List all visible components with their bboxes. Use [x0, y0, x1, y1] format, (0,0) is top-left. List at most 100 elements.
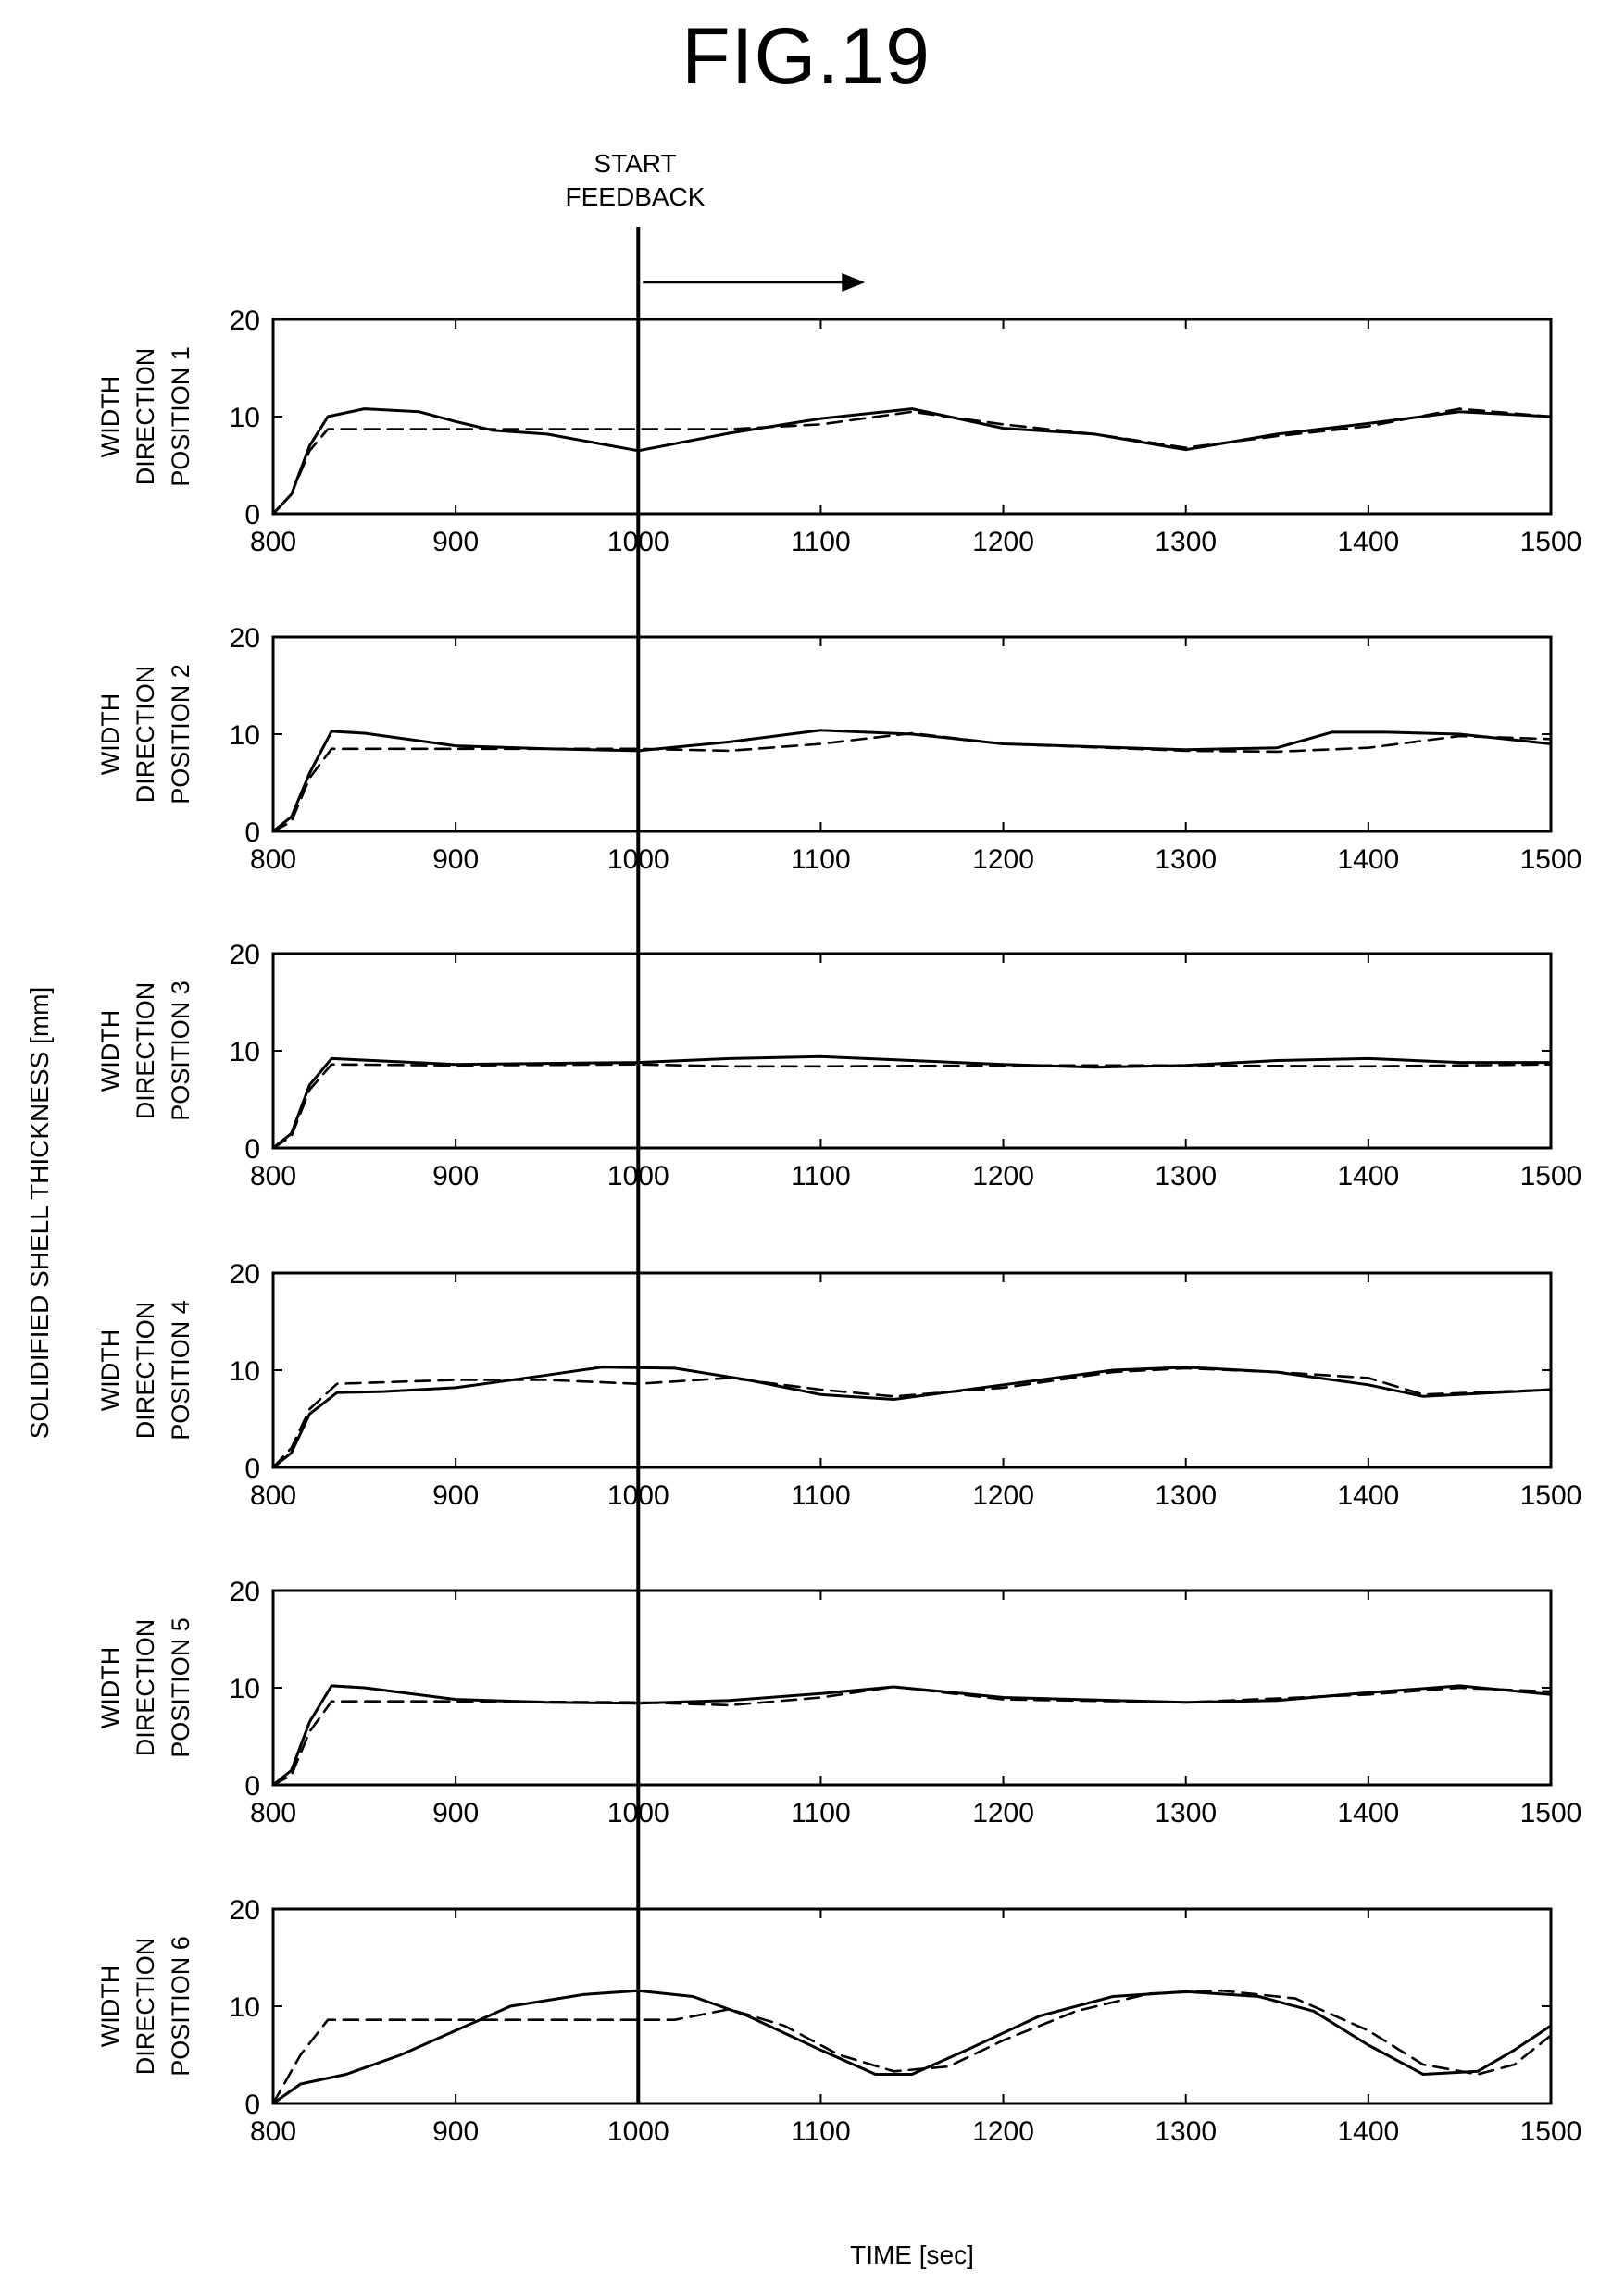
- x-tick-label: 900: [432, 2116, 479, 2147]
- figure-title: FIG.19: [681, 12, 931, 101]
- series-solid-line: [271, 1684, 1553, 1787]
- series-solid-line: [271, 729, 1553, 833]
- x-tick-label: 1400: [1337, 527, 1399, 557]
- y-tick-label: 20: [230, 1577, 260, 1607]
- plot-frame: [271, 1271, 1553, 1469]
- x-tick-label: 1000: [607, 2116, 669, 2147]
- x-tick-label: 1300: [1155, 527, 1217, 557]
- series-solid-line: [271, 1989, 1553, 2105]
- global-x-axis-label: TIME [sec]: [850, 2240, 974, 2269]
- y-tick-label: 10: [230, 720, 260, 751]
- y-tick-label: 10: [230, 1037, 260, 1067]
- x-tick-label: 800: [250, 844, 296, 875]
- panel-ylabel-line: WIDTH: [96, 376, 124, 457]
- x-tick-label: 1300: [1155, 844, 1217, 875]
- panel-ylabel-line: DIRECTION: [131, 1938, 159, 2076]
- x-tick-label: 800: [250, 1480, 296, 1511]
- panel-6: 800 900 1000 1100 1200 1300 1400 1500 0 10 20 WIDTH…: [96, 1895, 1581, 2147]
- x-tick-label: 900: [432, 1161, 479, 1192]
- series-solid-line: [271, 407, 1553, 516]
- y-tick-label: 0: [244, 1134, 260, 1165]
- panel-1: 800 900 1000 1100 1200 1300 1400 150001020WIDTH…: [96, 306, 1581, 557]
- panel-ylabel-line: WIDTH: [96, 693, 124, 775]
- x-tick-label: 800: [250, 1798, 296, 1828]
- x-tick-label: 1200: [972, 1798, 1034, 1828]
- y-tick-label: 20: [230, 623, 260, 654]
- panel-ylabel-line: WIDTH: [96, 1647, 124, 1728]
- x-tick-label: 1200: [972, 844, 1034, 875]
- x-tick-label: 1500: [1520, 2116, 1582, 2147]
- y-tick-label: 10: [230, 1356, 260, 1387]
- x-tick-label: 1300: [1155, 2116, 1217, 2147]
- y-tick-label: 20: [230, 940, 260, 970]
- panel-ylabel-line: DIRECTION: [131, 348, 159, 486]
- panel-ylabel-line: DIRECTION: [131, 666, 159, 804]
- panel-ylabel-line: POSITION 3: [167, 980, 194, 1121]
- x-tick-label: 1500: [1520, 1798, 1582, 1828]
- x-tick-label: 1400: [1337, 1161, 1399, 1192]
- x-tick-label: 1200: [972, 1480, 1034, 1511]
- annotation-feedback-label: FEEDBACK: [566, 182, 706, 211]
- x-tick-label: 1300: [1155, 1480, 1217, 1511]
- x-tick-label: 1500: [1520, 844, 1582, 875]
- panel-ylabel-line: POSITION 1: [167, 346, 194, 487]
- panel-ylabel-line: WIDTH: [96, 1329, 124, 1411]
- y-tick-label: 0: [244, 500, 260, 530]
- y-tick-label: 20: [230, 306, 260, 336]
- feedback-arrow: [643, 273, 866, 292]
- series-dashed-line: [271, 407, 1553, 516]
- x-tick-label: 1100: [791, 527, 851, 557]
- series-dashed-line: [271, 1063, 1553, 1150]
- plot-frame: [271, 952, 1553, 1150]
- y-tick-label: 10: [230, 1992, 260, 2023]
- series-solid-line: [271, 1366, 1553, 1469]
- y-tick-label: 20: [230, 1895, 260, 1926]
- x-tick-label: 1500: [1520, 1161, 1582, 1192]
- x-tick-label: 1300: [1155, 1798, 1217, 1828]
- plot-frame: [271, 318, 1553, 516]
- panel-ylabel-line: DIRECTION: [131, 982, 159, 1120]
- panel-ylabel-line: POSITION 6: [167, 1936, 194, 2077]
- y-tick-label: 20: [230, 1259, 260, 1290]
- x-tick-label: 900: [432, 527, 479, 557]
- x-tick-label: 1400: [1337, 844, 1399, 875]
- x-tick-label: 1100: [791, 1480, 851, 1511]
- panel-5: 800 900 1000 1100 1200 1300 1400 150001020WIDTH…: [96, 1577, 1581, 1828]
- x-tick-label: 800: [250, 2116, 296, 2147]
- x-tick-label: 1100: [791, 1161, 851, 1192]
- x-tick-label: 900: [432, 1480, 479, 1511]
- arrow-head: [842, 273, 866, 292]
- x-tick-label: 1100: [791, 2116, 851, 2147]
- panel-ylabel-line: DIRECTION: [131, 1302, 159, 1440]
- x-tick-label: 1400: [1337, 1798, 1399, 1828]
- x-tick-label: 800: [250, 527, 296, 557]
- series-dashed-line: [271, 1366, 1553, 1469]
- annotation-start-label: START: [594, 149, 676, 178]
- x-tick-label: 1200: [972, 1161, 1034, 1192]
- panel-2: 800 900 1000 1100 1200 1300 1400 150001020WIDTH…: [96, 623, 1581, 875]
- x-tick-label: 1200: [972, 527, 1034, 557]
- panel-ylabel-line: WIDTH: [96, 1965, 124, 2047]
- x-tick-label: 900: [432, 844, 479, 875]
- x-tick-label: 1500: [1520, 527, 1582, 557]
- y-tick-label: 0: [244, 2090, 260, 2120]
- x-tick-label: 1500: [1520, 1480, 1582, 1511]
- panels-group: 800 900 1000 1100 1200 1300 1400 150001020WIDTH…: [96, 306, 1581, 2147]
- series-dashed-line: [271, 731, 1553, 833]
- x-tick-label: 900: [432, 1798, 479, 1828]
- panel-ylabel-line: POSITION 4: [167, 1300, 194, 1441]
- panel-ylabel-line: WIDTH: [96, 1010, 124, 1092]
- panel-4: 800 900 1000 1100 1200 1300 1400 150001020WIDTH…: [96, 1259, 1581, 1511]
- y-tick-label: 0: [244, 1771, 260, 1802]
- y-tick-label: 0: [244, 1454, 260, 1484]
- y-tick-label: 10: [230, 1674, 260, 1704]
- x-tick-label: 1100: [791, 1798, 851, 1828]
- panel-3: 800 900 1000 1100 1200 1300 1400 150001020WIDTH…: [96, 940, 1581, 1192]
- panel-ylabel-line: DIRECTION: [131, 1619, 159, 1757]
- y-tick-label: 0: [244, 817, 260, 848]
- series-dashed-line: [271, 1685, 1553, 1787]
- x-tick-label: 1400: [1337, 1480, 1399, 1511]
- x-tick-label: 800: [250, 1161, 296, 1192]
- x-tick-label: 1300: [1155, 1161, 1217, 1192]
